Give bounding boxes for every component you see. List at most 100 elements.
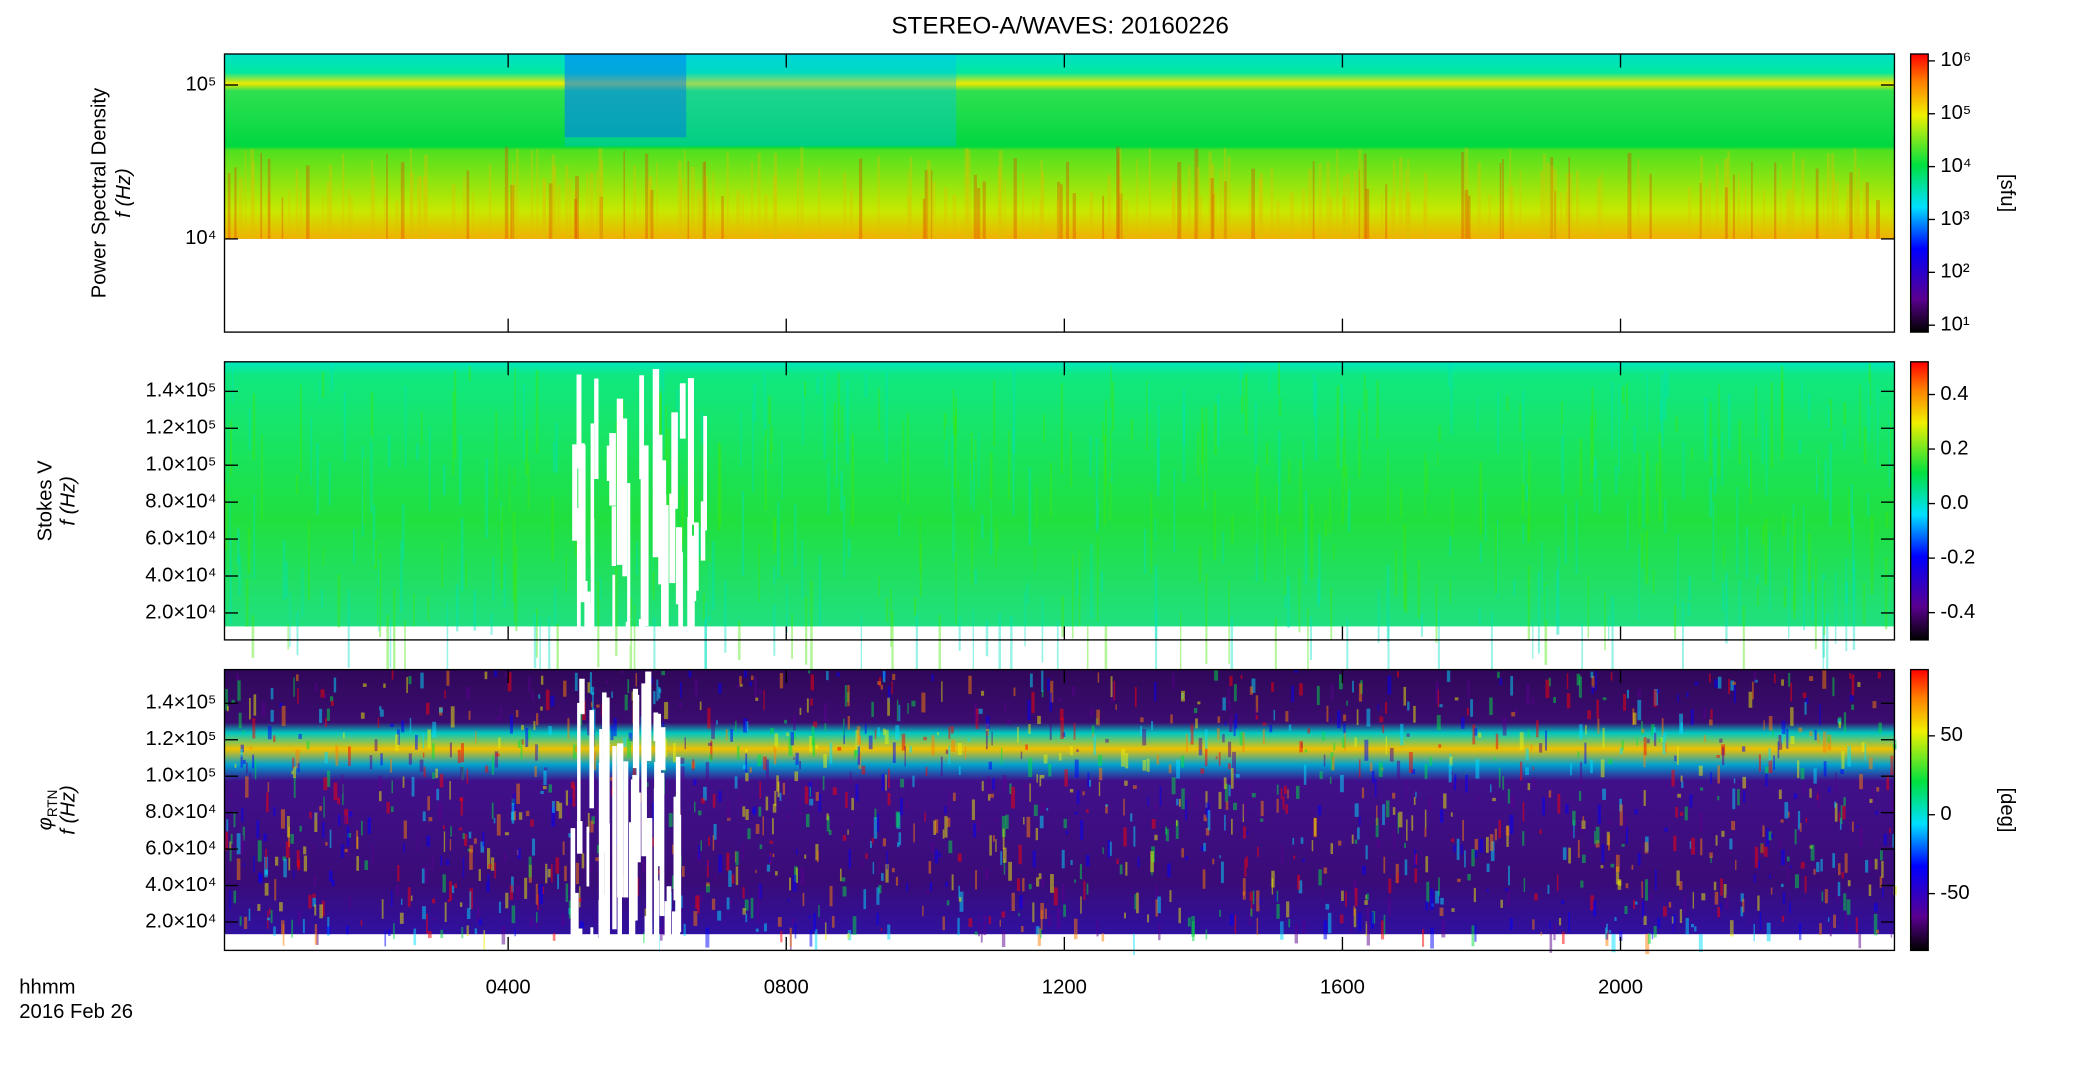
texture — [1494, 828, 1497, 841]
texture — [755, 824, 760, 834]
texture — [843, 718, 845, 736]
texture — [374, 540, 377, 570]
texture — [998, 613, 1001, 703]
texture — [1525, 484, 1529, 501]
texture — [1179, 798, 1181, 807]
texture — [687, 517, 693, 663]
texture — [321, 900, 325, 917]
texture — [1288, 918, 1291, 928]
texture — [1024, 590, 1026, 647]
texture — [1435, 682, 1439, 703]
texture — [1268, 372, 1271, 393]
texture — [1102, 195, 1105, 239]
texture — [1738, 172, 1740, 239]
texture — [1519, 169, 1522, 239]
texture — [1450, 783, 1453, 788]
texture — [1448, 763, 1452, 783]
texture — [745, 809, 749, 820]
texture — [801, 385, 804, 446]
texture — [1638, 454, 1641, 528]
texture — [451, 885, 455, 894]
texture — [802, 892, 805, 907]
texture — [500, 706, 503, 722]
texture — [1181, 788, 1185, 810]
texture — [673, 796, 677, 901]
texture — [1449, 536, 1452, 557]
texture — [1134, 686, 1137, 708]
texture — [1371, 770, 1375, 784]
texture — [1645, 530, 1648, 585]
texture — [1205, 802, 1210, 818]
texture — [948, 789, 951, 810]
texture — [1744, 187, 1747, 239]
texture — [1350, 918, 1353, 934]
texture — [744, 748, 748, 753]
texture — [460, 797, 463, 816]
texture — [1605, 927, 1607, 939]
texture — [407, 887, 411, 907]
texture — [431, 743, 435, 760]
texture — [1492, 797, 1496, 802]
texture — [1356, 709, 1359, 726]
texture — [882, 728, 886, 735]
texture — [1036, 774, 1038, 783]
texture — [404, 386, 407, 468]
texture — [1269, 724, 1273, 733]
texture — [713, 823, 717, 840]
texture — [1519, 761, 1523, 781]
texture — [1098, 781, 1101, 797]
texture — [1540, 931, 1543, 936]
texture — [772, 853, 775, 858]
texture — [987, 793, 991, 801]
texture — [482, 831, 485, 847]
texture — [596, 170, 599, 239]
texture — [1231, 515, 1234, 544]
texture — [1196, 167, 1200, 239]
texture — [1207, 810, 1211, 831]
texture — [1699, 811, 1703, 832]
texture — [659, 772, 665, 917]
texture — [622, 418, 628, 577]
texture — [628, 822, 636, 988]
texture — [1787, 522, 1789, 553]
texture — [784, 719, 787, 724]
texture — [777, 916, 782, 927]
texture — [1336, 385, 1340, 469]
texture — [826, 813, 829, 821]
texture — [1754, 846, 1759, 868]
texture — [912, 775, 915, 788]
texture — [1340, 383, 1343, 467]
texture — [1026, 816, 1031, 838]
texture — [1619, 931, 1623, 941]
texture — [1638, 544, 1641, 620]
texture — [1039, 775, 1042, 787]
texture — [1314, 817, 1317, 837]
y-tick-label: 1.0×10⁵ — [145, 765, 216, 787]
texture — [1454, 773, 1457, 782]
texture — [847, 684, 850, 707]
texture — [1073, 918, 1078, 940]
texture — [714, 873, 716, 884]
texture — [636, 694, 640, 861]
texture — [700, 840, 703, 851]
texture — [570, 781, 575, 789]
texture — [1781, 679, 1784, 686]
texture — [1805, 817, 1808, 823]
texture — [818, 904, 820, 917]
texture — [1781, 729, 1784, 744]
texture — [1257, 466, 1260, 510]
texture — [1870, 515, 1874, 595]
texture — [348, 896, 351, 909]
texture — [816, 377, 820, 394]
texture — [370, 159, 374, 239]
texture — [1053, 887, 1058, 906]
texture — [640, 477, 645, 644]
texture — [409, 717, 412, 733]
texture — [1271, 682, 1274, 693]
texture — [568, 833, 572, 838]
texture — [1867, 492, 1870, 517]
texture — [1826, 613, 1829, 671]
texture — [1490, 611, 1493, 690]
texture — [1407, 192, 1411, 239]
texture — [1506, 825, 1509, 847]
